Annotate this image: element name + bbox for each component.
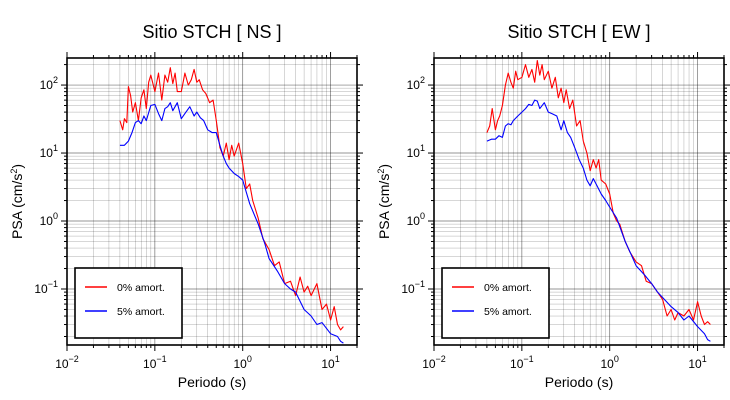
legend: 0% amort. 5% amort. xyxy=(74,267,183,339)
y-tick-label: 102 xyxy=(40,75,58,92)
y-tick-label: 100 xyxy=(407,211,425,228)
legend-label-2: 5% amort. xyxy=(484,306,532,318)
series-line-2 xyxy=(119,102,344,344)
x-tick-base: 10 xyxy=(510,357,524,371)
y-tick-base: 10 xyxy=(40,146,54,160)
x-tick-label: 10−2 xyxy=(422,354,446,371)
x-tick-exponent: 1 xyxy=(702,354,707,364)
x-tick-base: 10 xyxy=(688,357,702,371)
y-tick-base: 10 xyxy=(407,146,421,160)
y-tick-exponent: 0 xyxy=(420,211,425,221)
chart-title: Sitio STCH [ EW ] xyxy=(507,22,650,42)
y-tick-exponent: 2 xyxy=(420,75,425,85)
y-axis-label-text: PSA (cm/s xyxy=(9,174,25,239)
y-axis-label-exponent: 2 xyxy=(9,169,19,174)
y-tick-label: 10−1 xyxy=(401,279,425,296)
x-tick-label: 101 xyxy=(321,354,339,371)
series-line-1 xyxy=(119,67,344,331)
y-axis-label-text: PSA (cm/s xyxy=(376,174,392,239)
x-tick-label: 100 xyxy=(601,354,619,371)
x-tick-label: 100 xyxy=(234,354,252,371)
x-tick-label: 10−1 xyxy=(510,354,534,371)
y-axis-label-close: ) xyxy=(9,164,25,169)
y-tick-exponent: −1 xyxy=(415,279,425,289)
y-tick-label: 10−1 xyxy=(34,279,58,296)
x-tick-exponent: 0 xyxy=(247,354,252,364)
plot-frame xyxy=(433,57,725,346)
y-tick-exponent: 0 xyxy=(53,211,58,221)
y-axis-label: PSA (cm/s2) xyxy=(376,164,392,239)
y-tick-label: 101 xyxy=(407,143,425,160)
y-tick-label: 100 xyxy=(40,211,58,228)
y-tick-base: 10 xyxy=(34,282,48,296)
x-tick-label: 10−2 xyxy=(55,354,79,371)
y-axis-label-exponent: 2 xyxy=(376,169,386,174)
y-axis-label-close: ) xyxy=(376,164,392,169)
x-axis-label: Periodo (s) xyxy=(178,374,246,390)
grid xyxy=(67,58,357,345)
x-tick-exponent: −1 xyxy=(523,354,533,364)
legend-label-1: 0% amort. xyxy=(484,282,532,294)
x-tick-base: 10 xyxy=(422,357,436,371)
x-tick-base: 10 xyxy=(55,357,69,371)
y-tick-base: 10 xyxy=(40,78,54,92)
x-tick-base: 10 xyxy=(143,357,157,371)
x-tick-exponent: −1 xyxy=(156,354,166,364)
legend: 0% amort. 5% amort. xyxy=(441,267,550,339)
legend-label-2: 5% amort. xyxy=(117,306,165,318)
x-tick-base: 10 xyxy=(321,357,335,371)
x-tick-exponent: −2 xyxy=(69,354,79,364)
x-tick-base: 10 xyxy=(601,357,615,371)
x-tick-exponent: 1 xyxy=(335,354,340,364)
y-tick-exponent: 1 xyxy=(53,143,58,153)
y-axis-label: PSA (cm/s2) xyxy=(9,164,25,239)
series-line-1 xyxy=(486,59,711,326)
y-tick-base: 10 xyxy=(401,282,415,296)
x-tick-base: 10 xyxy=(234,357,248,371)
y-tick-label: 102 xyxy=(407,75,425,92)
x-tick-exponent: −2 xyxy=(436,354,446,364)
legend-box xyxy=(74,267,183,339)
y-tick-exponent: 1 xyxy=(420,143,425,153)
x-tick-label: 101 xyxy=(688,354,706,371)
y-tick-base: 10 xyxy=(407,78,421,92)
chart-title: Sitio STCH [ NS ] xyxy=(142,22,281,42)
y-tick-exponent: −1 xyxy=(48,279,58,289)
axis-ticks xyxy=(428,52,730,351)
y-tick-exponent: 2 xyxy=(53,75,58,85)
legend-box xyxy=(441,267,550,339)
axis-ticks xyxy=(61,52,363,351)
x-axis-label: Periodo (s) xyxy=(545,374,613,390)
series-line-2 xyxy=(486,99,711,342)
y-tick-base: 10 xyxy=(407,214,421,228)
y-tick-label: 101 xyxy=(40,143,58,160)
plot-frame xyxy=(66,57,358,346)
legend-label-1: 0% amort. xyxy=(117,282,165,294)
x-tick-label: 10−1 xyxy=(143,354,167,371)
x-tick-exponent: 0 xyxy=(614,354,619,364)
y-tick-base: 10 xyxy=(40,214,54,228)
